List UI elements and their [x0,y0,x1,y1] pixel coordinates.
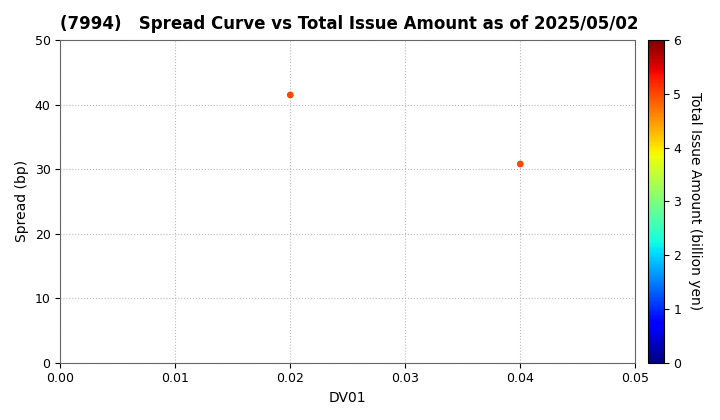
Point [515,160,526,167]
Text: (7994)   Spread Curve vs Total Issue Amount as of 2025/05/02: (7994) Spread Curve vs Total Issue Amoun… [60,15,639,33]
Y-axis label: Total Issue Amount (billion yen): Total Issue Amount (billion yen) [688,92,702,310]
Y-axis label: Spread (bp): Spread (bp) [15,160,29,242]
Point [284,92,296,98]
X-axis label: DV01: DV01 [329,391,366,405]
